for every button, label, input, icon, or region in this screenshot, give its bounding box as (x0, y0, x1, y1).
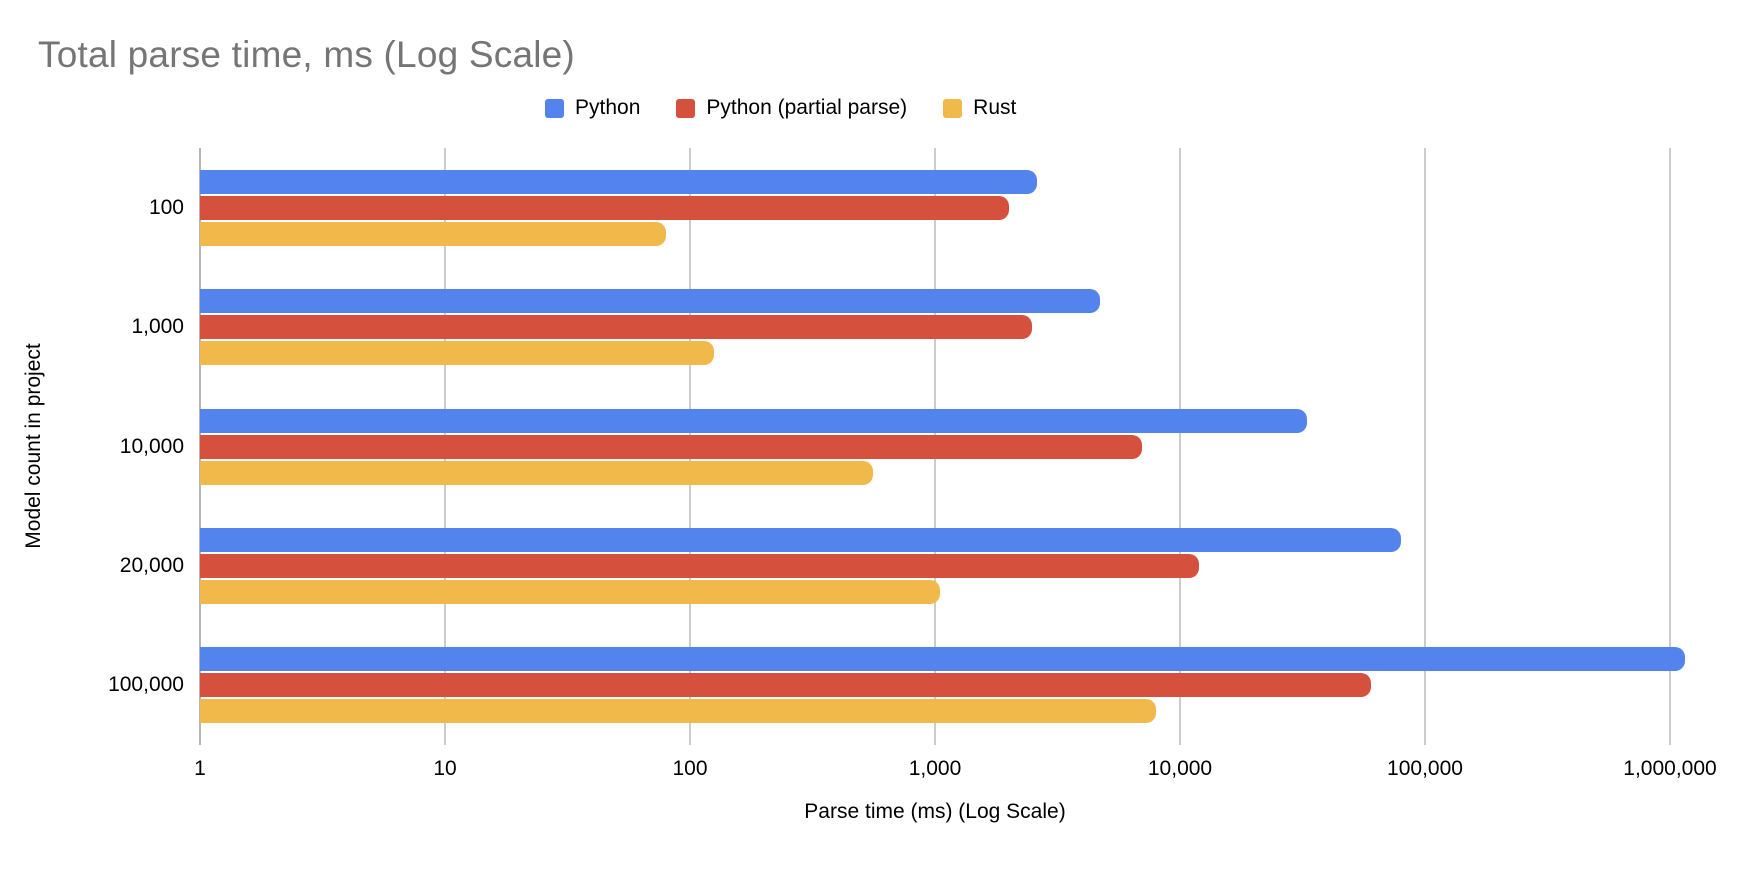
bar-group-100000: 100,000 (108, 626, 1685, 745)
y-category-label: 10,000 (119, 434, 184, 458)
bar-python-100[interactable] (200, 169, 1037, 194)
x-tick-label: 10,000 (1147, 757, 1213, 780)
x-tick-label: 100 (672, 757, 708, 780)
bar-group-20000: 20,000 (120, 506, 1670, 625)
x-tick-label: 1 (194, 757, 206, 780)
bar-rust-10000[interactable] (200, 460, 874, 485)
bar-python-partial-parse-20000[interactable] (200, 553, 1200, 578)
bar-group-10000: 10,000 (120, 387, 1670, 506)
x-tick-label: 100,000 (1387, 757, 1463, 780)
y-category-label: 20,000 (119, 553, 184, 577)
bar-rust-100000[interactable] (200, 699, 1157, 724)
y-category-label: 1,000 (131, 315, 184, 339)
legend-item-2: Python (partial parse) (676, 96, 907, 120)
x-axis-ticks: 1 10 100 1,000 10,000 100,000 1,000,000 (194, 745, 1717, 785)
gridline (1178, 148, 1181, 745)
bar-python-partial-parse-100000[interactable] (200, 673, 1371, 698)
legend-label: Python (575, 96, 641, 119)
chart-title: Total parse time, ms (Log Scale) (38, 34, 575, 75)
chart-legend: Python Python (partial parse) Rust (545, 96, 1016, 120)
legend-label: Python (partial parse) (706, 96, 908, 119)
bar-python-20000[interactable] (200, 527, 1402, 552)
bar-python-partial-parse-10000[interactable] (200, 434, 1143, 459)
legend-swatch-icon (545, 98, 564, 118)
x-axis-title: Parse time (ms) (Log Scale) (804, 800, 1066, 823)
y-axis-title: Model count in project (22, 343, 45, 549)
bar-group-1000: 1,000 (131, 267, 1670, 386)
bar-python-10000[interactable] (200, 408, 1308, 433)
bar-rust-1000[interactable] (200, 341, 714, 366)
plot-area: 100 1,000 10,000 20,000 100,000 1 10 100 1,000 1… (108, 148, 1717, 780)
legend-item-3: Rust (943, 96, 1016, 120)
bar-rust-100[interactable] (200, 221, 667, 246)
gridline (1669, 148, 1671, 745)
y-category-label: 100,000 (108, 673, 184, 697)
legend-swatch-icon (943, 98, 963, 118)
legend-swatch-icon (676, 98, 696, 118)
bar-rows-container: 100 1,000 10,000 20,000 100,000 (108, 148, 1685, 745)
bar-python-1000[interactable] (200, 289, 1100, 314)
bar-python-partial-parse-100[interactable] (200, 195, 1009, 220)
x-tick-label: 1,000,000 (1623, 757, 1717, 780)
bar-python-partial-parse-1000[interactable] (200, 315, 1033, 340)
gridline (1424, 148, 1426, 745)
x-tick-label: 1,000 (908, 757, 962, 780)
y-category-label: 100 (148, 195, 184, 219)
legend-label: Rust (973, 96, 1017, 119)
legend-item-1: Python (545, 96, 640, 120)
x-tick-label: 10 (433, 757, 457, 780)
bar-python-100000[interactable] (200, 647, 1685, 672)
bar-rust-20000[interactable] (200, 579, 941, 604)
bar-group-100: 100 (149, 148, 1670, 267)
